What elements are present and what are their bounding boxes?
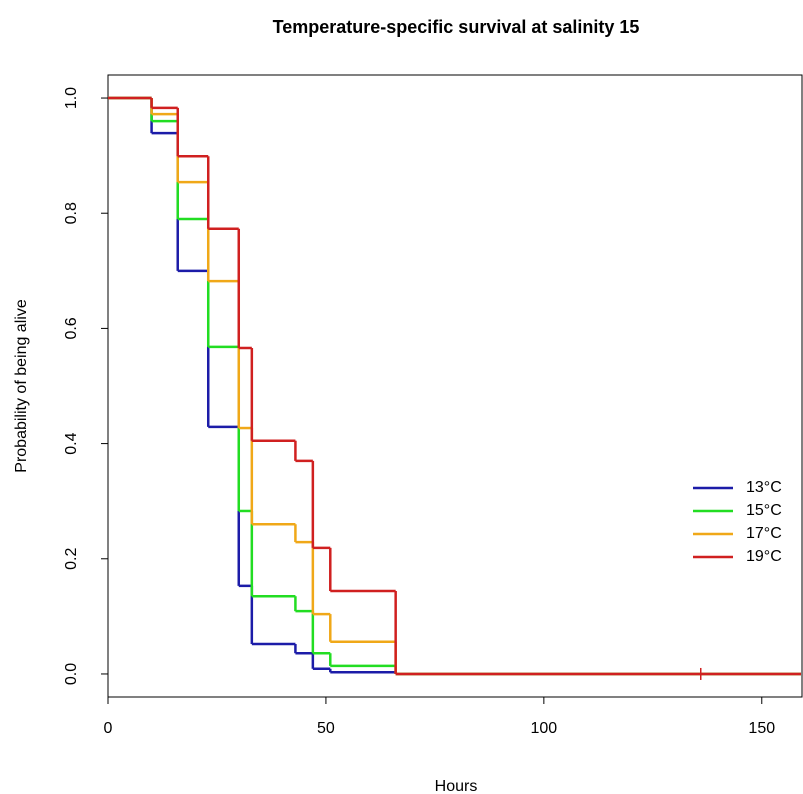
legend-label: 13°C: [746, 479, 782, 496]
y-tick-label: 1.0: [63, 87, 80, 109]
x-tick-label: 100: [530, 720, 557, 737]
y-axis-label: Probability of being alive: [13, 299, 30, 473]
x-tick-label: 150: [748, 720, 775, 737]
y-tick-label: 0.4: [63, 432, 80, 454]
plot-box: [107, 74, 803, 698]
chart-title: Temperature-specific survival at salinit…: [273, 17, 640, 37]
legend-label: 17°C: [746, 525, 782, 542]
legend-label: 15°C: [746, 502, 782, 519]
y-tick-label: 0.8: [63, 202, 80, 224]
legend-label: 19°C: [746, 548, 782, 565]
y-tick-label: 0.0: [63, 663, 80, 685]
x-tick-label: 0: [104, 720, 113, 737]
y-tick-label: 0.2: [63, 548, 80, 570]
x-tick-label: 50: [317, 720, 335, 737]
y-tick-label: 0.6: [63, 317, 80, 339]
x-axis-label: Hours: [435, 778, 478, 794]
